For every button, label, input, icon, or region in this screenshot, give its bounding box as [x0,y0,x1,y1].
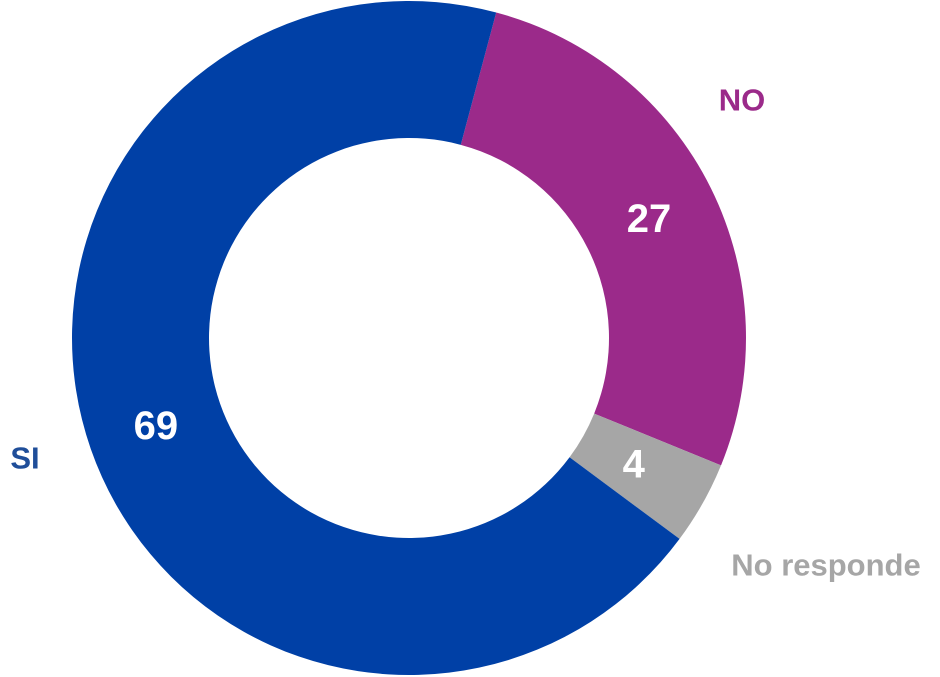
slice-no-responde [569,413,722,539]
category-label-si: SI [10,441,39,476]
value-labels-group: 27 4 69 [134,197,672,487]
value-label-no-responde: 4 [623,443,646,487]
category-labels-group: NO No responde SI [10,83,920,583]
category-label-no: NO [719,83,766,118]
slice-no [460,12,747,466]
category-label-no-responde: No responde [731,548,920,583]
value-label-no: 27 [627,197,672,241]
slices-group [71,0,747,675]
slice-si [71,0,680,675]
value-label-si: 69 [134,404,179,448]
